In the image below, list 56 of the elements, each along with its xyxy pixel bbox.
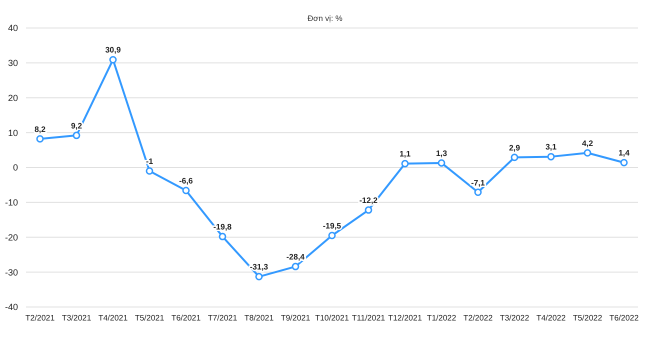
y-tick-label: 30 — [8, 58, 18, 68]
point — [72, 132, 80, 140]
data-label: 1,4 — [618, 148, 630, 158]
data-label: 1,3 — [436, 148, 448, 158]
x-tick-label: T12/2021 — [388, 314, 422, 323]
point — [292, 262, 300, 270]
point — [584, 149, 592, 157]
chart-subtitle: Đơn vị: % — [306, 14, 344, 23]
point — [364, 206, 372, 214]
x-tick-label: T7/2021 — [208, 314, 238, 323]
y-tick-label: -20 — [4, 232, 18, 242]
point — [109, 56, 117, 64]
x-tick-label: T5/2022 — [572, 314, 603, 323]
x-tick-label: T6/2021 — [171, 314, 202, 323]
point — [547, 152, 555, 160]
point — [401, 160, 409, 168]
point — [474, 188, 482, 196]
x-tick-label: T3/2021 — [62, 314, 92, 323]
y-tick-label: 40 — [8, 23, 18, 34]
point — [510, 154, 518, 162]
point — [255, 272, 263, 280]
point — [328, 232, 336, 240]
data-label: 2,9 — [508, 143, 521, 152]
x-tick-label: T9/2021 — [280, 314, 311, 323]
data-label: 8,2 — [34, 124, 46, 134]
x-tick-label: T11/2021 — [352, 314, 386, 323]
data-label: -6,6 — [179, 176, 194, 186]
x-tick-label: T2/2022 — [463, 314, 494, 323]
point — [146, 167, 154, 175]
point — [36, 135, 44, 143]
point — [218, 232, 226, 240]
data-label: 4,2 — [582, 138, 594, 148]
point — [182, 186, 190, 194]
x-tick-label: T3/2022 — [500, 314, 530, 323]
x-tick-label: T6/2022 — [609, 314, 640, 323]
data-label: -28,4 — [286, 252, 306, 262]
data-label: 1,1 — [399, 150, 412, 159]
y-tick-label: 20 — [8, 92, 18, 103]
y-tick-label: -30 — [4, 267, 18, 278]
y-tick-label: 0 — [12, 162, 18, 173]
x-tick-label: T2/2021 — [25, 314, 56, 323]
x-tick-label: T8/2021 — [244, 314, 274, 323]
data-label: -7,1 — [471, 178, 486, 188]
x-tick-label: T5/2021 — [134, 314, 165, 323]
y-tick-label: -10 — [4, 198, 18, 208]
x-tick-label: T1/2022 — [426, 314, 457, 323]
x-tick-label: T4/2021 — [98, 314, 128, 323]
data-label: 3,1 — [545, 142, 558, 152]
data-label: -19,5 — [322, 222, 342, 231]
point — [620, 158, 628, 166]
y-tick-label: -40 — [4, 302, 18, 312]
point — [438, 159, 446, 167]
data-label: 30,9 — [105, 46, 122, 55]
y-tick-label: 10 — [8, 128, 18, 138]
x-tick-label: T10/2021 — [315, 314, 350, 323]
x-tick-label: T4/2022 — [536, 314, 566, 323]
